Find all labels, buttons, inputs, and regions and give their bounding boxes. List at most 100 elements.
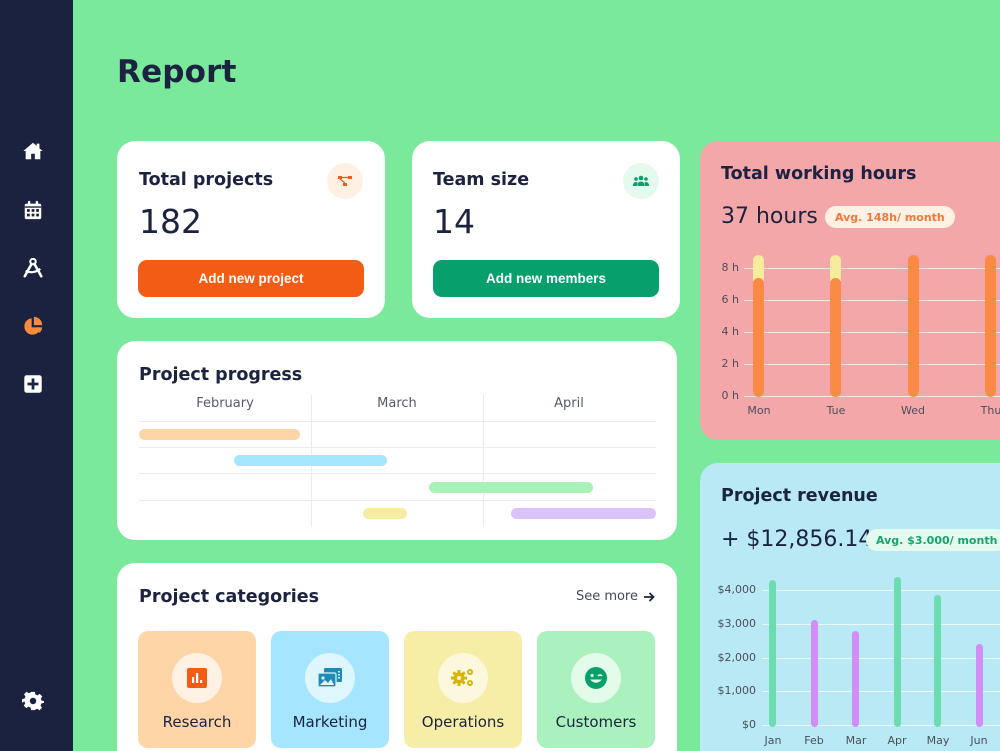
x-tick: Mar [845, 734, 867, 747]
gridline [744, 396, 1000, 397]
team-size-card: Team size 14 Add new members [412, 141, 680, 318]
compass-drafting-icon[interactable] [22, 257, 44, 279]
hours-bar[interactable] [908, 255, 919, 397]
x-tick: Apr [887, 734, 907, 747]
arrow-right-icon [644, 591, 655, 602]
x-tick: May [926, 734, 950, 747]
see-more-label: See more [575, 589, 638, 604]
y-tick: $3,000 [717, 617, 757, 630]
x-tick: Jan [764, 734, 782, 747]
gantt-bar[interactable] [429, 482, 593, 493]
project-revenue-card: Project revenue + $12,856.14 Avg. $3.000… [700, 463, 1000, 751]
divider [483, 395, 484, 527]
gridline [762, 658, 1000, 659]
hours-bar[interactable] [830, 278, 841, 397]
revenue-bar-apr[interactable] [894, 577, 901, 727]
home-icon[interactable] [22, 140, 44, 162]
category-research[interactable]: Research [138, 631, 256, 748]
x-tick: Mon [747, 404, 771, 417]
gantt-bar[interactable] [363, 508, 407, 519]
project-categories-card: Project categories See more Research Mar… [117, 563, 677, 751]
gridline [762, 691, 1000, 692]
project-revenue-value: + $12,856.14 [721, 527, 873, 552]
y-tick: $4,000 [717, 583, 757, 596]
category-label: Marketing [292, 713, 368, 731]
month-label: March [377, 396, 417, 411]
hours-bar[interactable] [753, 278, 764, 397]
page-title: Report [117, 54, 237, 90]
hours-bar[interactable] [985, 255, 996, 397]
project-progress-card: Project progress February March April [117, 341, 677, 540]
bar-chart-icon [172, 653, 222, 703]
see-more-link[interactable]: See more [576, 589, 655, 604]
x-tick: Wed [901, 404, 925, 417]
divider [139, 473, 656, 474]
calendar-icon[interactable] [22, 199, 44, 221]
gridline [744, 364, 1000, 365]
total-projects-card: Total projects 182 Add new project [117, 141, 385, 318]
working-hours-title: Total working hours [721, 164, 917, 184]
y-tick: 2 h [721, 357, 739, 370]
divider [139, 421, 656, 422]
y-tick: 4 h [721, 325, 739, 338]
gridline [744, 268, 1000, 269]
working-hours-value: 37 hours [721, 204, 818, 229]
project-diagram-icon [327, 163, 363, 199]
y-tick: 8 h [721, 261, 739, 274]
y-tick: 0 h [721, 389, 739, 402]
users-icon [623, 163, 659, 199]
gridline [762, 725, 1000, 726]
overtime-bar[interactable] [830, 255, 841, 285]
category-label: Research [162, 713, 232, 731]
working-hours-card: Total working hours 37 hours Avg. 148h/ … [700, 141, 1000, 440]
add-new-members-button[interactable]: Add new members [433, 260, 659, 297]
divider [139, 447, 656, 448]
y-tick: $1,000 [717, 684, 757, 697]
gridline [762, 590, 1000, 591]
gridline [744, 332, 1000, 333]
y-tick: 6 h [721, 293, 739, 306]
gridline [744, 300, 1000, 301]
y-tick: $2,000 [717, 651, 757, 664]
total-projects-value: 182 [139, 202, 202, 241]
category-operations[interactable]: Operations [404, 631, 522, 748]
project-categories-title: Project categories [139, 587, 320, 607]
category-customers[interactable]: Customers [537, 631, 655, 748]
revenue-bar-jan[interactable] [769, 580, 776, 727]
category-label: Operations [421, 713, 505, 731]
gantt-bar[interactable] [511, 508, 656, 519]
month-label: April [554, 396, 584, 411]
overtime-bar[interactable] [753, 255, 764, 285]
category-label: Customers [555, 713, 637, 731]
revenue-bar-jun[interactable] [976, 644, 983, 727]
pie-chart-icon[interactable] [22, 315, 44, 337]
category-marketing[interactable]: Marketing [271, 631, 389, 748]
gridline [762, 624, 1000, 625]
sidebar [0, 0, 73, 751]
team-size-value: 14 [433, 202, 475, 241]
gantt-chart: February March April [139, 393, 656, 527]
y-tick: $0 [742, 718, 756, 731]
project-revenue-badge: Avg. $3.000/ month [866, 529, 1000, 551]
plus-square-icon[interactable] [22, 373, 44, 395]
project-progress-title: Project progress [139, 365, 303, 385]
x-tick: Tue [826, 404, 846, 417]
images-icon [305, 653, 355, 703]
month-label: February [196, 396, 254, 411]
divider [139, 500, 656, 501]
gantt-bar[interactable] [139, 429, 300, 440]
revenue-bar-may[interactable] [934, 595, 941, 727]
smile-wink-icon [571, 653, 621, 703]
team-size-title: Team size [433, 170, 530, 190]
revenue-bar-mar[interactable] [852, 631, 859, 727]
x-tick: Jun [970, 734, 988, 747]
project-revenue-title: Project revenue [721, 486, 878, 506]
gantt-bar[interactable] [234, 455, 387, 466]
add-new-project-button[interactable]: Add new project [138, 260, 364, 297]
total-projects-title: Total projects [139, 170, 274, 190]
revenue-bar-feb[interactable] [811, 620, 818, 727]
gear-icon[interactable] [22, 690, 44, 712]
x-tick: Thu [980, 404, 1000, 417]
cogs-icon [438, 653, 488, 703]
working-hours-badge: Avg. 148h/ month [825, 206, 955, 228]
